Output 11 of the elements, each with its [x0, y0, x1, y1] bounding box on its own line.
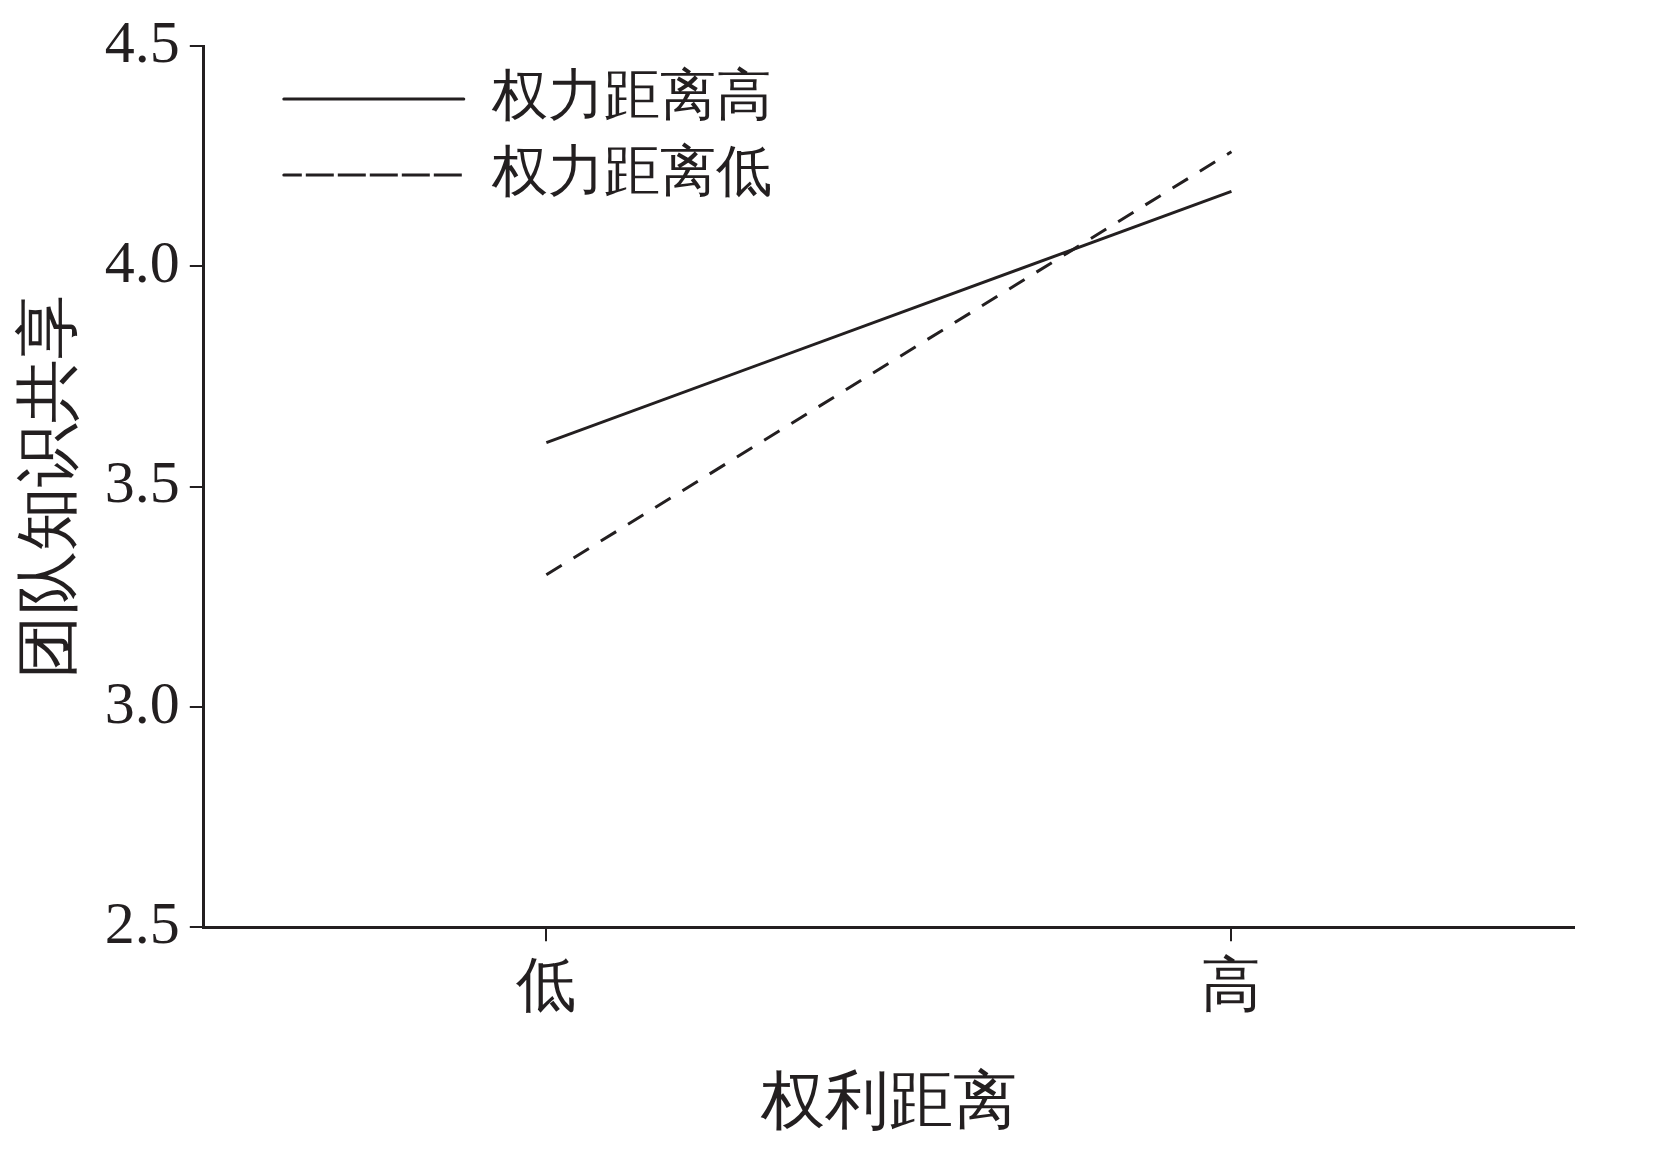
y-axis-title: 团队知识共享: [12, 294, 84, 679]
y-tick-label: 4.5: [104, 8, 180, 75]
y-tick-label: 3.0: [104, 669, 180, 736]
y-tick-label: 3.5: [104, 449, 180, 516]
x-tick-label: 低: [516, 951, 577, 1018]
y-tick-label: 4.0: [104, 229, 180, 296]
x-axis-title: 权利距离: [759, 1065, 1017, 1137]
legend-label: 权力距离低: [490, 139, 772, 202]
y-tick-label: 2.5: [104, 889, 180, 956]
x-tick-label: 高: [1201, 951, 1262, 1018]
legend-label: 权力距离高: [490, 63, 772, 126]
